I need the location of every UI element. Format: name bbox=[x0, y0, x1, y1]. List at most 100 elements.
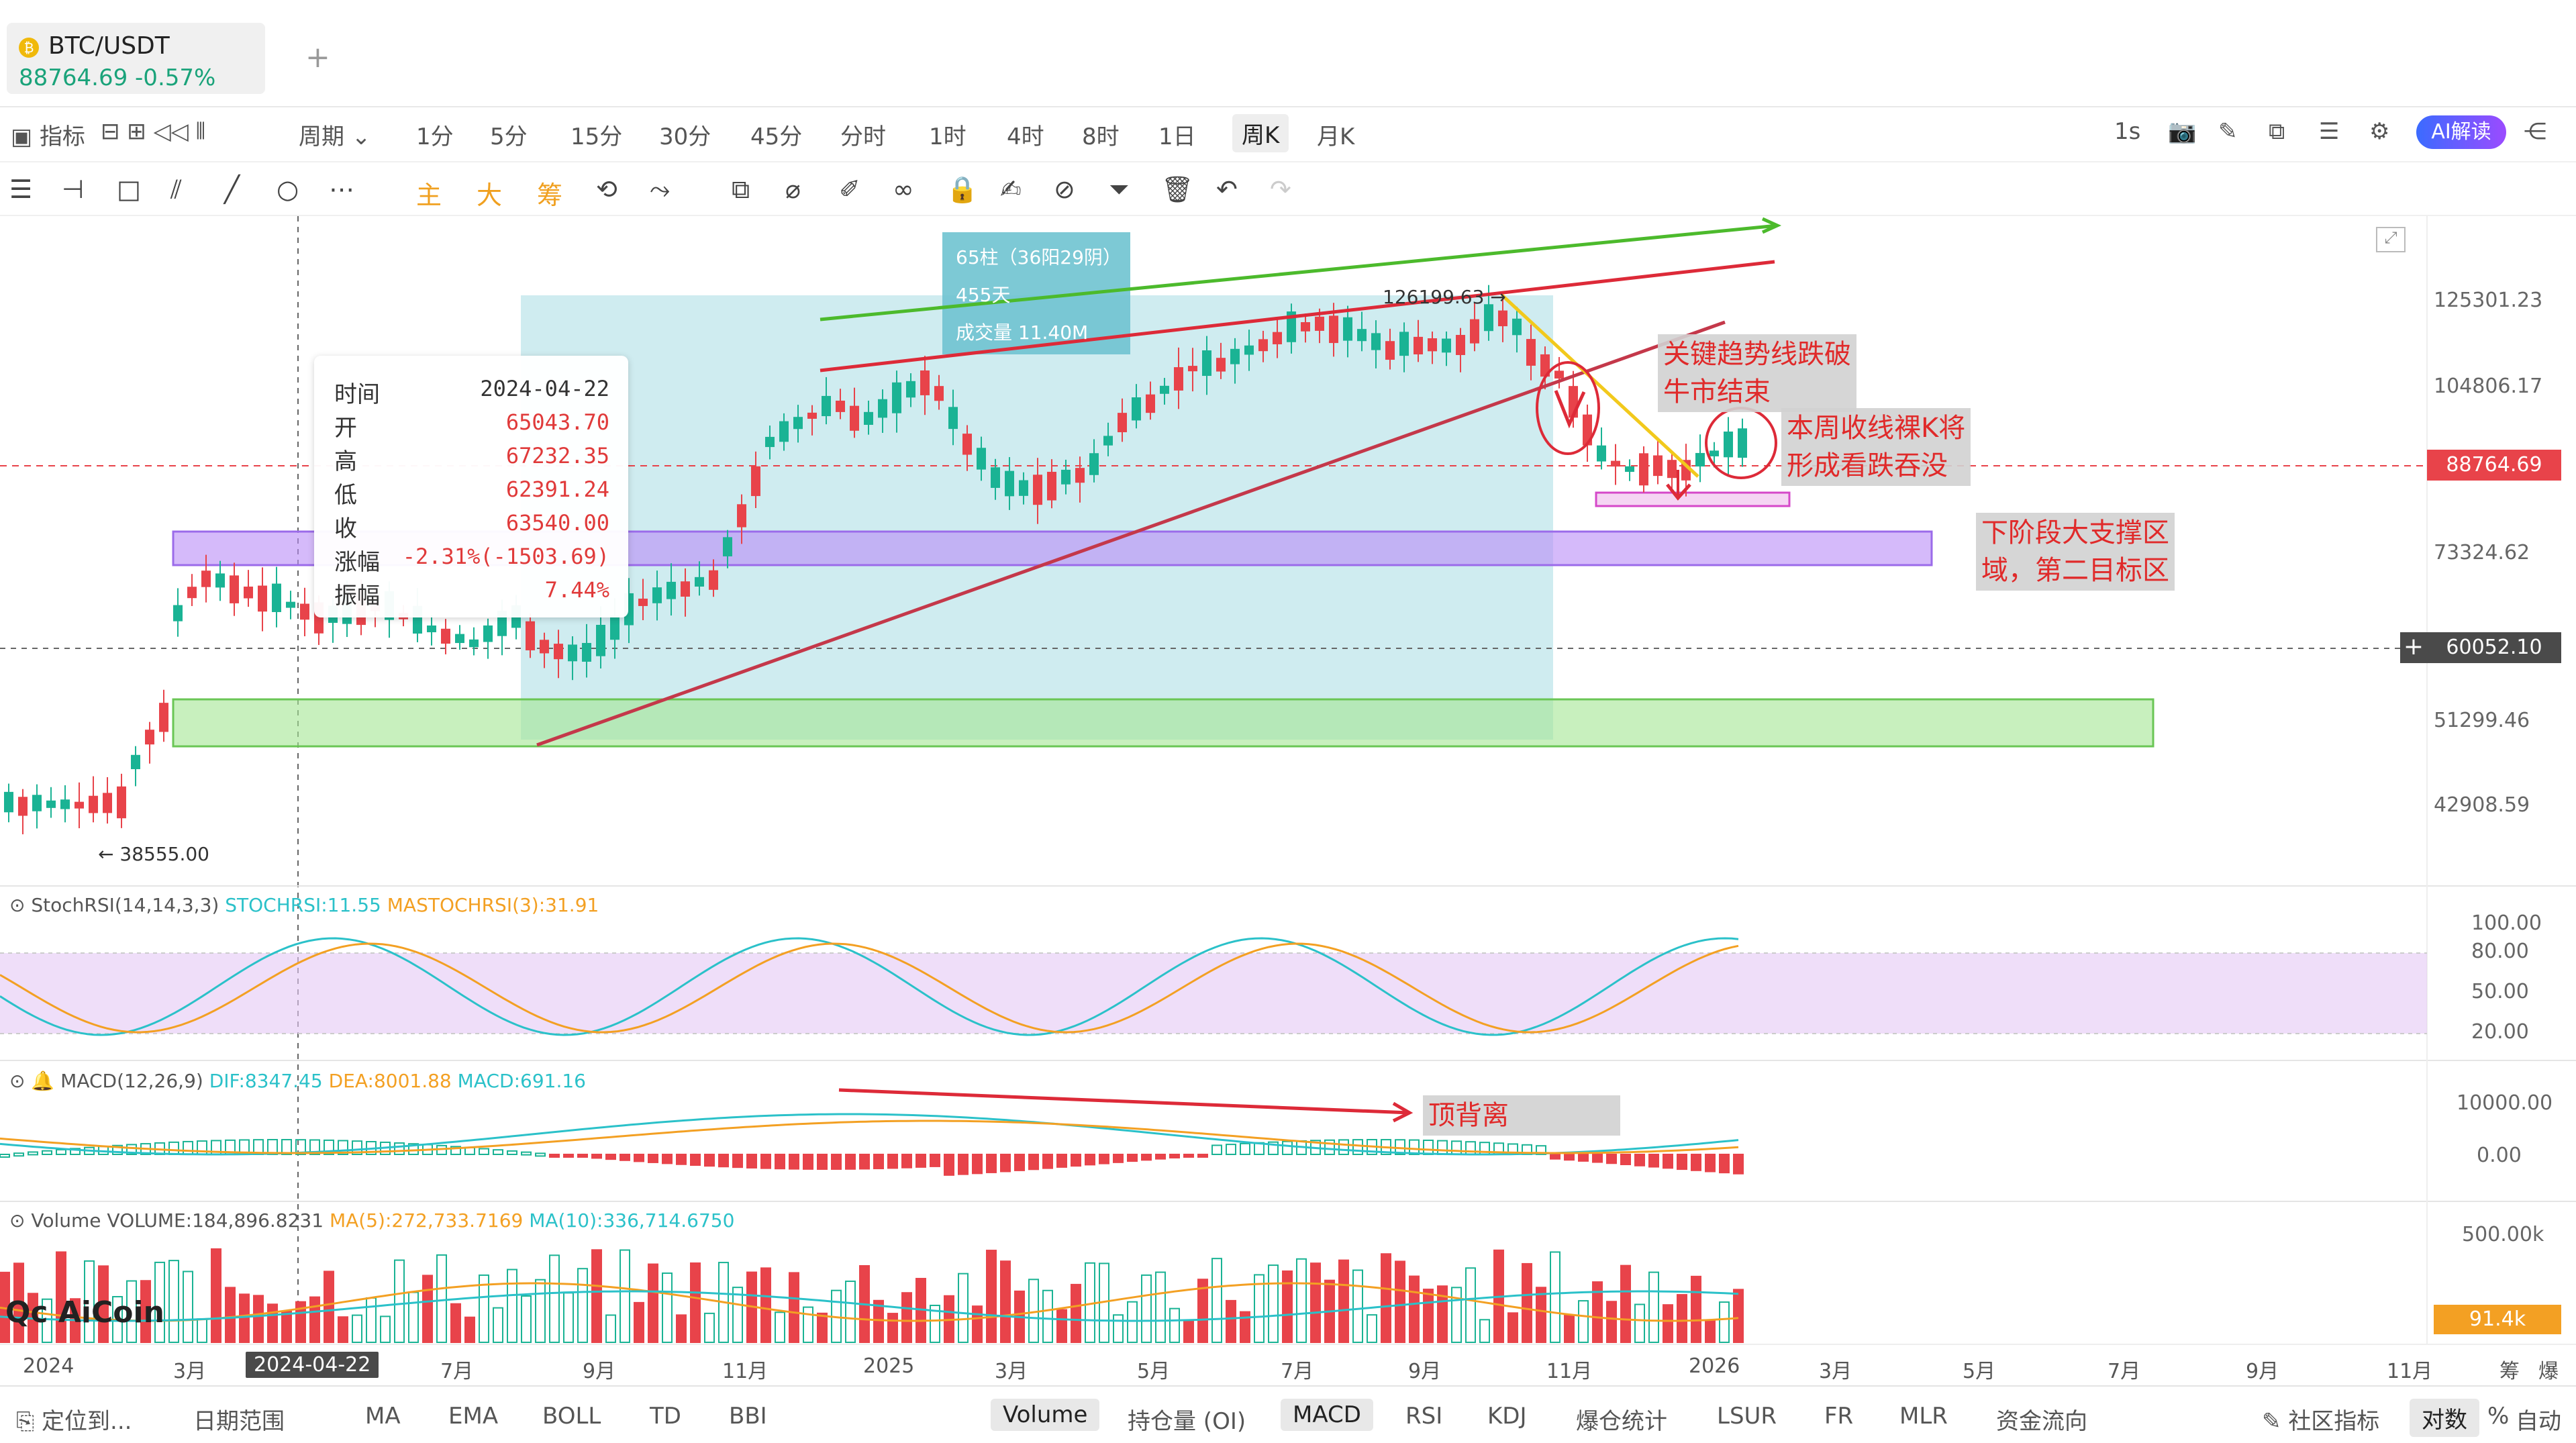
timeframe-6[interactable]: 1时 bbox=[929, 123, 967, 150]
log-scale-toggle[interactable]: 对数 bbox=[2410, 1399, 2479, 1437]
main-indicator-ema[interactable]: EMA bbox=[448, 1403, 499, 1430]
settings-icon[interactable]: ⚙ bbox=[2369, 118, 2390, 145]
share-icon[interactable]: ⋲ bbox=[2524, 118, 2546, 145]
target-zone-pink[interactable] bbox=[1595, 491, 1791, 507]
pen-icon[interactable]: ✎ bbox=[2218, 118, 2238, 145]
timeframe-11[interactable]: 月K bbox=[1317, 123, 1355, 150]
edit-icon[interactable]: ✍ bbox=[1000, 175, 1022, 204]
horizontal-line-icon[interactable]: ⊣ bbox=[62, 175, 85, 204]
measure-icon[interactable]: ⤳ bbox=[650, 175, 671, 204]
main-force-button[interactable]: 主 bbox=[416, 181, 442, 210]
green-trend-line[interactable] bbox=[820, 223, 1778, 321]
red-circle-annotation[interactable] bbox=[1536, 361, 1600, 455]
sub-indicator-2[interactable]: MACD bbox=[1281, 1399, 1373, 1431]
timeframe-0[interactable]: 1分 bbox=[416, 123, 454, 150]
trend-break-annotation[interactable]: 关键趋势线跌破 牛市结束 bbox=[1658, 334, 1856, 412]
brush-icon[interactable]: ✐ bbox=[839, 175, 860, 204]
more-icon[interactable]: ⋯ bbox=[329, 175, 354, 204]
expand-icon[interactable]: ⤢ bbox=[2376, 227, 2406, 252]
bell-icon[interactable]: 🔔 bbox=[31, 1070, 55, 1092]
candle-body bbox=[582, 642, 591, 662]
big-order-button[interactable]: 大 bbox=[477, 181, 503, 210]
rectangle-icon[interactable]: □ bbox=[117, 175, 141, 204]
timeframe-8[interactable]: 8时 bbox=[1082, 123, 1120, 150]
list-icon[interactable]: ☰ bbox=[2319, 118, 2340, 145]
sub-indicator-6[interactable]: LSUR bbox=[1717, 1403, 1777, 1430]
camera-icon[interactable]: 📷 bbox=[2168, 118, 2197, 145]
trash-icon[interactable]: 🗑 bbox=[1161, 175, 1194, 204]
weekly-close-annotation[interactable]: 本周收线裸K将 形成看跌吞没 bbox=[1781, 408, 1971, 486]
ai-analysis-button[interactable]: AI解读 bbox=[2416, 115, 2506, 149]
sub-indicator-8[interactable]: MLR bbox=[1899, 1403, 1948, 1430]
sub-indicator-1[interactable]: 持仓量 (OI) bbox=[1128, 1408, 1246, 1435]
timeframe-10[interactable]: 周K bbox=[1232, 114, 1289, 152]
sub-indicator-5[interactable]: 爆仓统计 bbox=[1576, 1408, 1667, 1435]
community-indicators-button[interactable]: ✎ 社区指标 bbox=[2262, 1403, 2379, 1436]
auto-scale-toggle[interactable]: 自动 bbox=[2516, 1408, 2561, 1435]
add-alert-icon[interactable]: + bbox=[2400, 632, 2427, 663]
main-indicator-bbi[interactable]: BBI bbox=[729, 1403, 767, 1430]
sub-indicator-4[interactable]: KDJ bbox=[1487, 1403, 1527, 1430]
add-tab-button[interactable]: + bbox=[305, 40, 330, 74]
main-indicator-ma[interactable]: MA bbox=[365, 1403, 401, 1430]
locate-button[interactable]: ⎘ 定位到... bbox=[16, 1403, 132, 1436]
sub-indicator-7[interactable]: FR bbox=[1824, 1403, 1854, 1430]
collapse-icon[interactable]: ⊙ bbox=[9, 1209, 26, 1232]
stochrsi-title[interactable]: ⊙ StochRSI(14,14,3,3) STOCHRSI:11.55 MAS… bbox=[9, 894, 599, 916]
timeframe-3[interactable]: 30分 bbox=[659, 123, 711, 150]
sub-indicator-0[interactable]: Volume bbox=[991, 1399, 1100, 1431]
upper-red-trend-line[interactable] bbox=[820, 260, 1775, 372]
sub-indicator-3[interactable]: RSI bbox=[1405, 1403, 1443, 1430]
timeframe-7[interactable]: 4时 bbox=[1007, 123, 1044, 150]
menu-icon[interactable]: ☰ bbox=[9, 175, 33, 204]
timeframe-4[interactable]: 45分 bbox=[750, 123, 803, 150]
chip-button[interactable]: 筹 bbox=[537, 181, 563, 210]
template-icon[interactable]: ⧉ bbox=[2269, 118, 2285, 145]
divergence-annotation[interactable]: 顶背离 bbox=[1423, 1095, 1620, 1136]
liquidation-toggle[interactable]: 爆 bbox=[2538, 1360, 2559, 1383]
collapse-icon[interactable]: ⊙ bbox=[9, 1070, 26, 1092]
stochrsi-k-line bbox=[0, 937, 1739, 1036]
lock-icon[interactable]: 🔒 bbox=[946, 175, 979, 204]
support-zone-green[interactable] bbox=[172, 698, 2154, 748]
timeframe-5[interactable]: 分时 bbox=[840, 123, 886, 150]
undo-icon[interactable]: ↶ bbox=[1216, 175, 1238, 204]
parallel-line-icon[interactable]: ⫽ bbox=[170, 175, 182, 204]
volume-title[interactable]: ⊙ Volume VOLUME:184,896.8231 MA(5):272,7… bbox=[9, 1209, 734, 1232]
redo-icon[interactable]: ↷ bbox=[1270, 175, 1291, 204]
layout-icon[interactable]: ⊟ ⊞ ◁◁ ⫴ bbox=[101, 118, 205, 145]
volume-bar bbox=[1507, 1312, 1518, 1344]
collapse-icon[interactable]: ⊙ bbox=[9, 894, 26, 916]
candle-body bbox=[1512, 318, 1522, 336]
timeframe-2[interactable]: 15分 bbox=[571, 123, 623, 150]
percent-scale-toggle[interactable]: % bbox=[2487, 1403, 2510, 1430]
macd-bar bbox=[1071, 1154, 1081, 1167]
date-range-button[interactable]: 日期范围 bbox=[193, 1408, 285, 1435]
period-dropdown[interactable]: 周期 ⌄ bbox=[299, 118, 370, 151]
lower-red-trend-line[interactable] bbox=[536, 320, 1726, 747]
support-annotation[interactable]: 下阶段大支撑区 域，第二目标区 bbox=[1976, 513, 2175, 591]
candle-body bbox=[427, 625, 436, 633]
timeframe-9[interactable]: 1日 bbox=[1158, 123, 1196, 150]
main-indicator-td[interactable]: TD bbox=[650, 1403, 681, 1430]
copy-icon[interactable]: ⧉ bbox=[732, 175, 750, 204]
chip-toggle[interactable]: 筹 bbox=[2499, 1360, 2520, 1383]
speed-label[interactable]: 1s bbox=[2114, 118, 2141, 145]
link-icon[interactable]: ∞ bbox=[893, 175, 914, 204]
range-info: 65柱（36阳29阴） 455天 成交量 11.40M bbox=[956, 239, 1122, 352]
indicator-button[interactable]: ▣ 指标 bbox=[11, 118, 85, 151]
ruler-icon[interactable]: ⌀ bbox=[785, 175, 801, 204]
yellow-trend-line[interactable] bbox=[1501, 294, 1699, 478]
divergence-line[interactable] bbox=[838, 1088, 1410, 1115]
main-indicator-boll[interactable]: BOLL bbox=[542, 1403, 601, 1430]
filter-icon[interactable]: ⏷ bbox=[1109, 175, 1130, 204]
trend-line-icon[interactable]: ╱ bbox=[224, 175, 240, 204]
macd-title[interactable]: ⊙ 🔔 MACD(12,26,9) DIF:8347.45 DEA:8001.8… bbox=[9, 1070, 586, 1092]
time-axis[interactable]: 2024 3月 2024-04-22 7月 9月 11月 2025 3月 5月 7月 9月 11月 20… bbox=[0, 1344, 2576, 1385]
sub-indicator-9[interactable]: 资金流向 bbox=[1996, 1408, 2087, 1435]
magnet-icon[interactable]: ⟲ bbox=[596, 175, 617, 204]
timeframe-1[interactable]: 5分 bbox=[490, 123, 528, 150]
circle-icon[interactable]: ○ bbox=[277, 175, 299, 204]
hide-icon[interactable]: ⊘ bbox=[1054, 175, 1075, 204]
symbol-tab[interactable]: ₿ BTC/USDT 88764.69 -0.57% bbox=[7, 23, 265, 94]
